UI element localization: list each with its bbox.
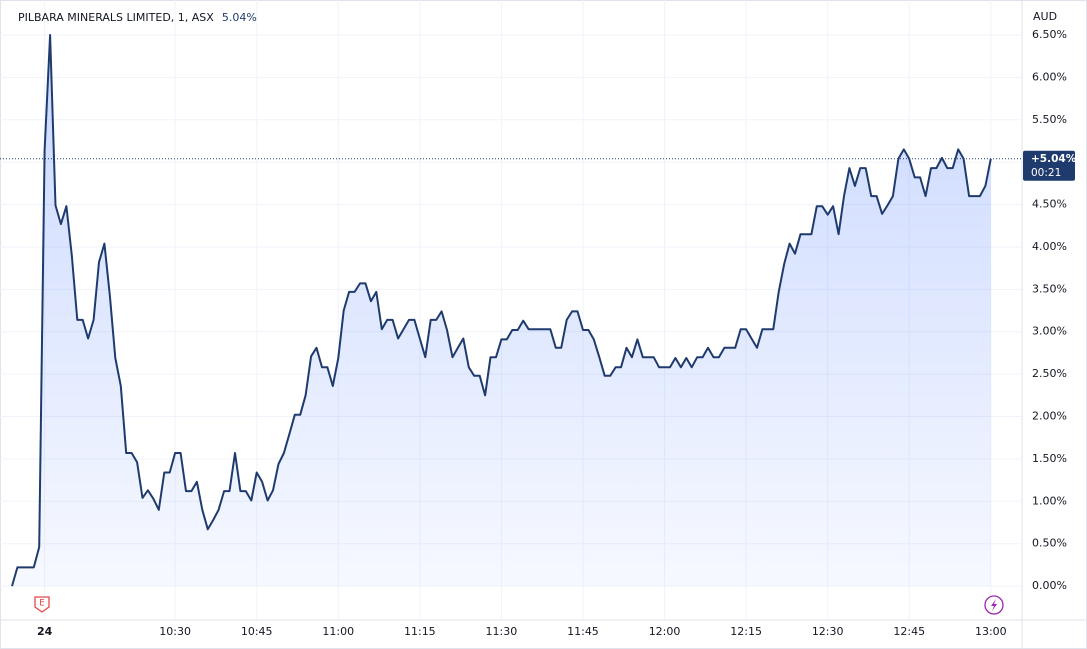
x-tick-label: 12:30 (812, 625, 844, 638)
last-price-box (1023, 150, 1075, 181)
y-tick-label: 0.50% (1032, 537, 1067, 550)
title-change: 5.04% (222, 11, 257, 24)
y-tick-label: 2.50% (1032, 367, 1067, 380)
earnings-marker: E (34, 596, 50, 613)
price-line (11, 34, 992, 587)
area-fill (12, 35, 991, 587)
y-tick-label: 0.00% (1032, 579, 1067, 592)
countdown-label: 00:21 (1031, 167, 1061, 179)
y-tick-label: 3.50% (1032, 282, 1067, 295)
x-tick-label: 10:30 (159, 625, 191, 638)
x-tick-label: 11:30 (486, 625, 518, 638)
x-tick-label: 11:15 (404, 625, 436, 638)
x-tick-label: 12:45 (893, 625, 925, 638)
lightning-icon[interactable] (984, 595, 1004, 615)
y-tick-label: 1.50% (1032, 452, 1067, 465)
x-tick-label: 12:00 (649, 625, 681, 638)
y-tick-label: 3.00% (1032, 325, 1067, 338)
x-tick-label: 24 (37, 625, 53, 638)
y-tick-label: 6.50% (1032, 28, 1067, 41)
y-tick-label: 2.00% (1032, 410, 1067, 423)
x-tick-label: 11:45 (567, 625, 599, 638)
currency-label: AUD (1033, 10, 1057, 23)
y-tick-label: 4.00% (1032, 240, 1067, 253)
axes: 0.00% 0.50% 1.00% 1.50% 2.00% 2.50% 3.00% 3.50%… (37, 28, 1077, 638)
plot (0, 34, 1022, 587)
chart-title: PILBARA MINERALS LIMITED, 1, ASX (18, 11, 214, 24)
x-tick-label: 12:15 (730, 625, 762, 638)
last-price-label: +5.04% (1031, 153, 1077, 165)
x-tick-label: 10:45 (241, 625, 273, 638)
y-tick-label: 5.50% (1032, 113, 1067, 126)
y-tick-label: 6.00% (1032, 70, 1067, 83)
y-tick-label: 1.00% (1032, 494, 1067, 507)
x-tick-label: 13:00 (975, 625, 1007, 638)
earnings-label: E (39, 599, 45, 609)
x-tick-label: 11:00 (322, 625, 354, 638)
y-tick-label: 4.50% (1032, 198, 1067, 211)
